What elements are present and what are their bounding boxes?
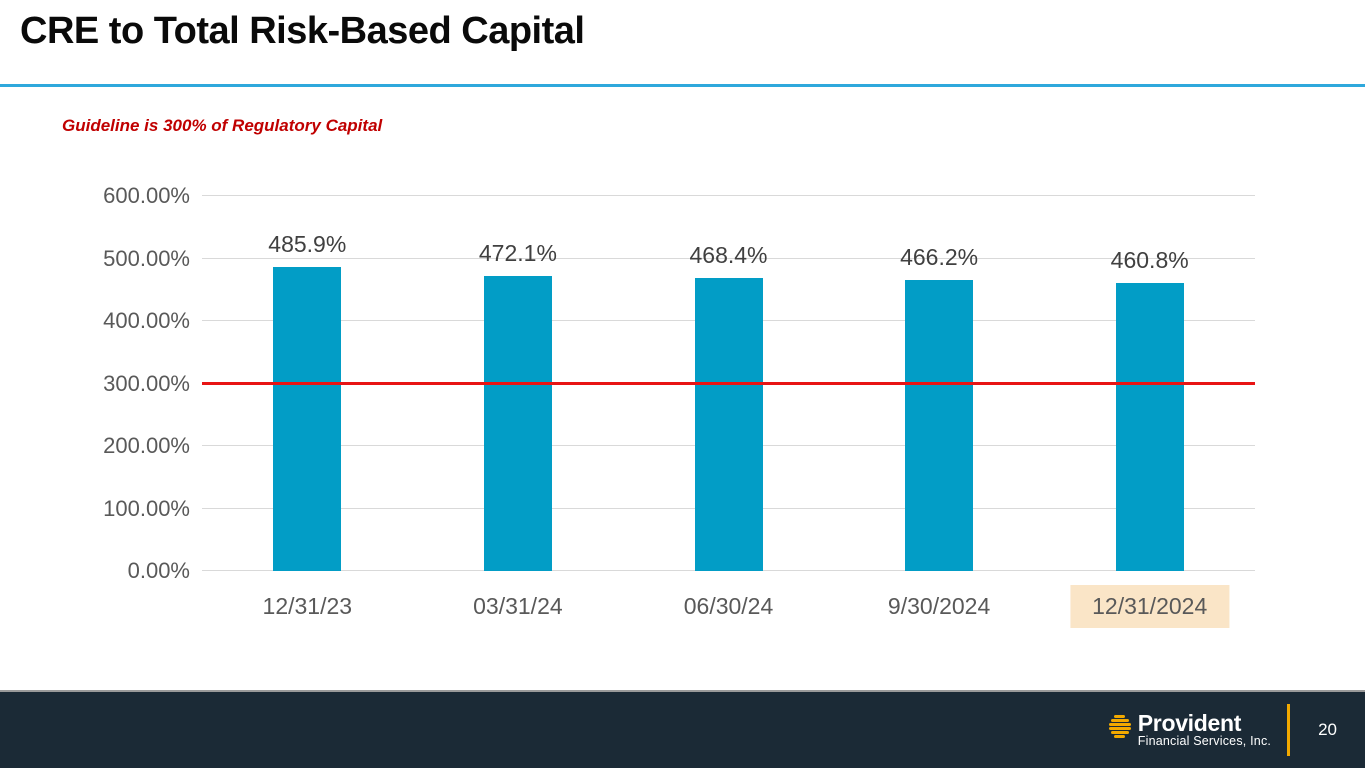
bar (1115, 283, 1184, 571)
y-axis-tick-label: 200.00% (103, 433, 190, 458)
bar-value-label: 468.4% (689, 242, 768, 269)
x-axis-tick-label: 03/31/24 (473, 593, 563, 619)
bar-value-label: 466.2% (900, 243, 979, 270)
bar (483, 275, 552, 571)
brand-subtitle: Financial Services, Inc. (1137, 734, 1272, 748)
y-axis-tick-label: 500.00% (103, 245, 190, 271)
y-axis-tick-label: 0.00% (127, 558, 190, 583)
footer: Provident Financial Services, Inc. 20 (0, 690, 1365, 768)
brand-text: Provident Financial Services, Inc. (1137, 710, 1272, 749)
gridline (202, 257, 1255, 259)
plot-area: 485.9% 472.1% 468.4% 466.2% 460.8% (202, 195, 1255, 571)
y-axis-tick-label: 400.00% (103, 308, 190, 333)
gridline (202, 195, 1255, 196)
x-axis-tick-label: 06/30/24 (683, 593, 774, 619)
x-axis-tick-label: 9/30/2024 (887, 593, 991, 619)
bar-value-label: 472.1% (478, 239, 557, 266)
x-axis-tick-label: 12/31/2024 (1070, 585, 1230, 628)
bar (905, 279, 974, 571)
page-title: CRE to Total Risk-Based Capital (20, 10, 585, 52)
y-axis-tick-label: 300.00% (103, 370, 190, 396)
provident-logo-icon (1108, 714, 1131, 738)
x-axis-tick-label: 12/31/23 (262, 593, 353, 619)
bar (694, 278, 763, 571)
x-axis: 12/31/23 03/31/24 06/30/24 9/30/2024 12/31/2… (202, 571, 1255, 633)
bar-value-label: 485.9% (268, 231, 347, 258)
y-axis-tick-label: 600.00% (103, 183, 190, 208)
guideline-note: Guideline is 300% of Regulatory Capital (62, 116, 383, 135)
brand: Provident Financial Services, Inc. (1108, 710, 1272, 749)
page-number: 20 (1318, 720, 1337, 739)
y-axis-tick-label: 100.00% (103, 495, 190, 521)
guideline-reference-line (202, 382, 1255, 385)
bar-value-label: 460.8% (1110, 247, 1189, 273)
brand-name: Provident (1137, 710, 1242, 736)
footer-divider (1287, 704, 1291, 756)
title-divider-rule (0, 84, 1365, 87)
y-axis: 0.00% 100.00% 200.00% 300.00% 400.00% 500.00%… (40, 183, 190, 583)
bar (273, 267, 342, 571)
